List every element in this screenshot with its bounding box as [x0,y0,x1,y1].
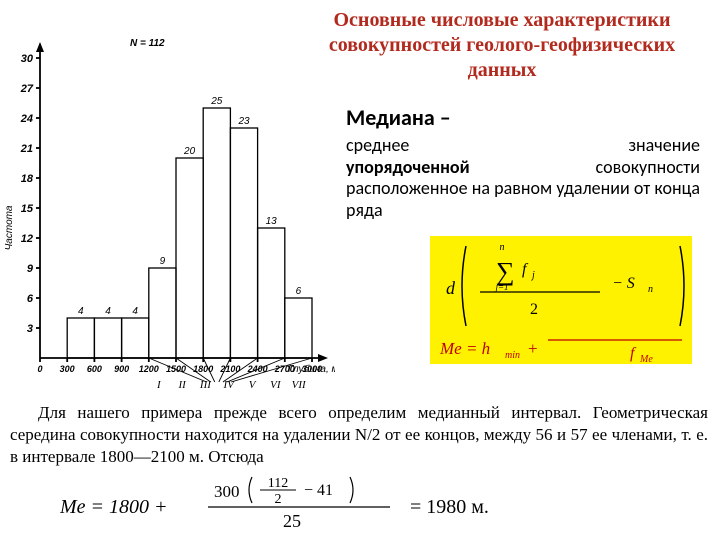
svg-text:20: 20 [183,146,196,157]
svg-text:27: 27 [20,83,34,95]
calc-112: 112 [268,476,288,491]
svg-text:3: 3 [27,323,33,335]
histogram: 3691215182124273003006009001200150018002… [0,28,335,398]
calc-me: Me = 1800 + [60,496,168,518]
median-definition: Медиана – среднее значение упорядоченной… [346,104,700,221]
sum-body-sub: j [530,270,535,281]
svg-text:300: 300 [60,364,75,374]
formula-box: d ∑ n j=1 f j 2 − S n Me = h min + f Me [430,236,692,364]
svg-text:Частота: Частота [4,205,15,250]
sum-body: f [522,261,529,278]
sigma-bottom: j=1 [494,282,508,292]
formula-svg: d ∑ n j=1 f j 2 − S n Me = h min + f Me [430,236,692,364]
svg-text:9: 9 [27,263,34,275]
svg-text:1200: 1200 [139,364,159,374]
median-text: среднее значение упорядоченной совокупно… [346,135,700,221]
paren-right [680,246,684,326]
histogram-svg: 3691215182124273003006009001200150018002… [0,28,335,398]
calc-2: 2 [275,492,282,507]
me-plus: + [528,339,538,358]
svg-text:6: 6 [296,286,302,297]
median-word: значение [628,135,700,157]
median-word: среднее [346,135,409,157]
sigma-top: n [500,242,505,253]
paren-left [462,246,466,326]
svg-text:600: 600 [87,364,102,374]
svg-text:9: 9 [160,256,166,267]
inner-den: 2 [530,301,538,318]
svg-text:0: 0 [37,364,42,374]
svg-text:25: 25 [210,96,223,107]
svg-text:I: I [156,379,162,391]
formula-d: d [446,278,456,298]
me-eq: Me = h [439,339,490,358]
svg-text:30: 30 [21,53,34,65]
svg-text:IV: IV [223,379,236,391]
calc-result: = 1980 м. [410,496,489,518]
svg-text:4: 4 [132,306,138,317]
svg-text:13: 13 [266,216,278,227]
svg-text:15: 15 [21,203,34,215]
explanation-paragraph: Для нашего примера прежде всего определи… [10,402,708,467]
median-heading: Медиана – [346,104,700,131]
median-word: совокупности [595,157,700,179]
me-sub: min [505,350,520,361]
sn-sub: n [648,284,653,295]
f-me: f [630,345,637,362]
median-word: расположенное на равном удалении от конц… [346,177,700,221]
svg-text:Глубина, м: Глубина, м [288,363,335,375]
svg-text:12: 12 [21,233,33,245]
calc-paren-l [249,477,252,503]
svg-text:III: III [199,379,212,391]
calc-svg: Me = 1800 + 300 112 2 − 41 25 = 1980 м. [60,475,680,535]
median-word: упорядоченной [346,157,470,179]
svg-text:23: 23 [237,116,250,127]
svg-text:VI: VI [270,379,282,391]
svg-text:18: 18 [21,173,34,185]
svg-text:21: 21 [20,143,33,155]
para-text: Для нашего примера прежде всего определи… [10,403,708,466]
svg-text:VII: VII [292,379,307,391]
svg-text:N = 112: N = 112 [130,38,165,49]
svg-text:V: V [249,379,257,391]
svg-text:4: 4 [105,306,111,317]
calc-paren-r [350,477,353,503]
calculation: Me = 1800 + 300 112 2 − 41 25 = 1980 м. [60,475,680,535]
svg-text:II: II [177,379,187,391]
calc-25: 25 [283,511,301,531]
minus-sn: − S [612,275,635,292]
calc-300: 300 [214,482,240,501]
page-title: Основные числовые характеристики совокуп… [294,8,710,83]
svg-text:4: 4 [78,306,84,317]
svg-text:900: 900 [114,364,129,374]
f-me-sub: Me [639,354,653,364]
calc-minus41: − 41 [304,482,333,499]
svg-text:6: 6 [27,293,34,305]
svg-text:24: 24 [20,113,33,125]
